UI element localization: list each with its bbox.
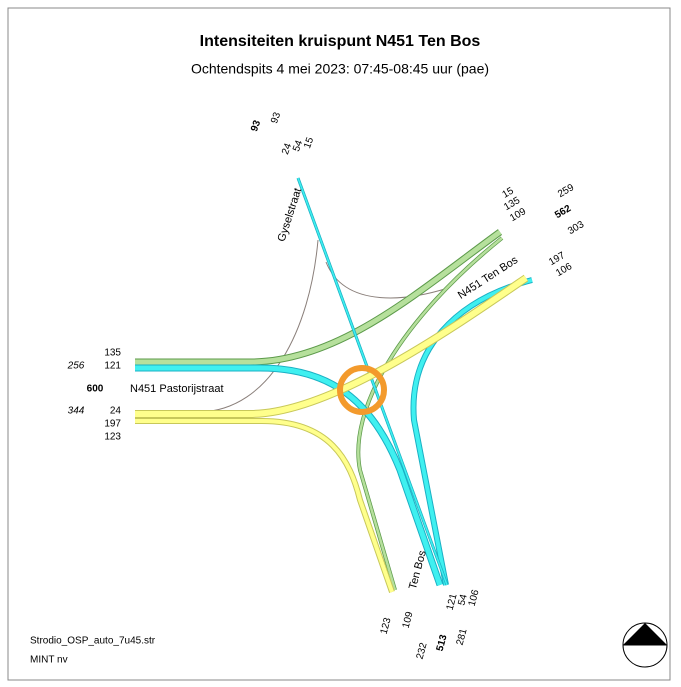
group-total: 232: [415, 641, 430, 660]
arm-total: 93: [249, 119, 263, 134]
group-total: 256: [67, 361, 85, 372]
flow-band: [135, 419, 394, 593]
group-total: 281: [455, 627, 470, 646]
flow: 15: [302, 136, 316, 151]
flow: 121: [445, 592, 460, 611]
flows: [135, 177, 533, 593]
flow: 123: [104, 432, 121, 443]
roundabout-marker: [337, 365, 387, 415]
flow: 135: [104, 348, 121, 359]
flow: 54: [456, 593, 470, 607]
north-arrow: [622, 622, 668, 668]
flow: 24: [110, 406, 122, 417]
road-name: N451 Pastorijstraat: [130, 383, 224, 395]
flow: 123: [379, 616, 394, 635]
flow: 54: [291, 139, 305, 154]
subtitle: Ochtendspits 4 mei 2023: 07:45-08:45 uur…: [191, 61, 489, 77]
flow: 109: [401, 610, 416, 629]
footer-file: Strodio_OSP_auto_7u45.str: [30, 636, 156, 647]
flow-band: [135, 365, 443, 586]
flow: 15: [501, 185, 517, 200]
flow: 24: [280, 142, 294, 157]
flow-band: [297, 177, 448, 586]
footer-company: MINT nv: [30, 655, 68, 666]
flow: 121: [104, 361, 121, 372]
group-total: 344: [68, 406, 85, 417]
arm-total: 513: [435, 633, 450, 652]
flow-band: [135, 275, 528, 417]
group-total: 93: [269, 111, 283, 126]
flow: 106: [467, 588, 482, 607]
flow: 197: [104, 419, 121, 430]
title: Intensiteiten kruispunt N451 Ten Bos: [200, 33, 481, 50]
flow-band: [135, 229, 502, 365]
arm-total: 600: [87, 384, 104, 395]
